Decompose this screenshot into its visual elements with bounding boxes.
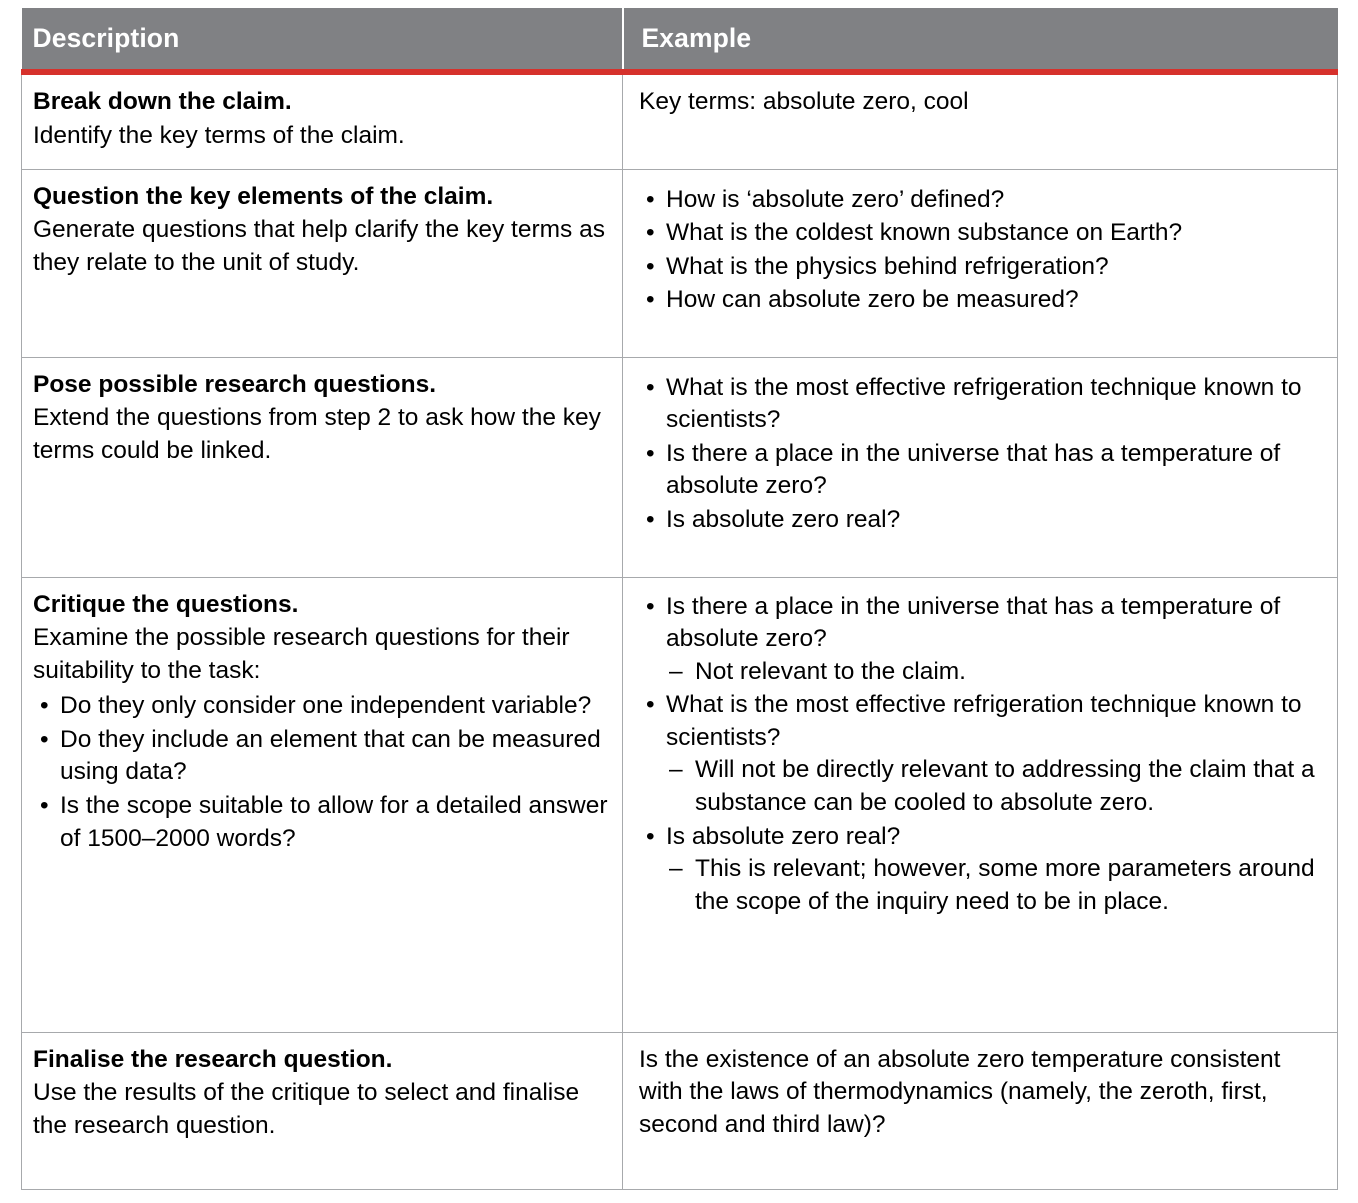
example-cell: • What is the most effective refrigerati… [622, 356, 1338, 578]
list-item-label: What is the most effective refrigeration… [666, 691, 1302, 751]
dash-icon: – [669, 756, 683, 784]
list-subitem-label: Not relevant to the claim. [695, 657, 966, 685]
example-cell: • How is ‘absolute zero’ defined? • What… [622, 168, 1338, 358]
example-subitem-list: – This is relevant; however, some more p… [666, 853, 1321, 918]
bullet-icon: • [646, 439, 655, 467]
list-subitem: – Will not be directly relevant to addre… [666, 754, 1321, 819]
bullet-icon: • [40, 791, 49, 819]
bullet-icon: • [646, 373, 655, 401]
example-paragraph: Key terms: absolute zero, cool [639, 88, 969, 115]
description-cell: Pose possible research questions. Extend… [21, 356, 623, 578]
list-subitem-label: Will not be directly relevant to address… [695, 756, 1315, 816]
table-row: Pose possible research questions. Extend… [21, 356, 1338, 578]
research-question-steps-table: Description Example Break down the claim… [21, 8, 1338, 1190]
bullet-icon: • [646, 822, 655, 850]
list-subitem-label: This is relevant; however, some more par… [695, 855, 1315, 915]
example-bullet-list: • Is there a place in the universe that … [639, 591, 1321, 919]
bullet-icon: • [646, 185, 655, 213]
example-subitem-list: – Will not be directly relevant to addre… [666, 754, 1321, 819]
table-row: Question the key elements of the claim. … [21, 168, 1338, 358]
list-item-label: How can absolute zero be measured? [666, 286, 1079, 314]
list-item: • Do they only consider one independent … [33, 690, 610, 723]
column-header-example: Example [621, 8, 1338, 75]
dash-icon: – [669, 657, 683, 685]
example-paragraph: Is the existence of an absolute zero tem… [639, 1045, 1281, 1138]
dash-icon: – [669, 855, 683, 883]
step-body: Extend the questions from step 2 to ask … [33, 404, 601, 464]
header-row: Description Example [21, 8, 1338, 75]
bullet-icon: • [40, 692, 49, 720]
column-header-description: Description [21, 8, 623, 75]
example-bullet-list: • How is ‘absolute zero’ defined? • What… [639, 184, 1321, 317]
description-bullet-list: • Do they only consider one independent … [33, 690, 610, 855]
list-item-label: Do they include an element that can be m… [60, 725, 601, 786]
bullet-icon: • [40, 725, 49, 753]
description-cell: Question the key elements of the claim. … [21, 168, 623, 358]
step-title: Break down the claim. [33, 88, 292, 115]
list-item: • Is there a place in the universe that … [639, 591, 1321, 689]
description-cell: Break down the claim. Identify the key t… [21, 71, 623, 170]
step-body: Generate questions that help clarify the… [33, 216, 605, 276]
list-item: • What is the coldest known substance on… [639, 217, 1321, 250]
list-item: • Is absolute zero real? – This is relev… [639, 821, 1321, 919]
table-row: Break down the claim. Identify the key t… [21, 71, 1338, 170]
bullet-icon: • [646, 252, 655, 280]
list-subitem: – This is relevant; however, some more p… [666, 853, 1321, 918]
step-title: Pose possible research questions. [33, 370, 437, 398]
example-cell: Key terms: absolute zero, cool [622, 71, 1338, 170]
list-item: • Is absolute zero real? [639, 504, 1321, 537]
bullet-icon: • [646, 219, 655, 247]
list-item: • How is ‘absolute zero’ defined? [639, 184, 1321, 217]
steps-table-container: Description Example Break down the claim… [21, 8, 1338, 1190]
example-cell: Is the existence of an absolute zero tem… [622, 1031, 1338, 1190]
table-body: Break down the claim. Identify the key t… [21, 71, 1338, 1190]
list-item: • What is the physics behind refrigerati… [639, 251, 1321, 284]
step-title: Critique the questions. [33, 590, 299, 618]
example-cell: • Is there a place in the universe that … [622, 576, 1338, 1033]
description-cell: Critique the questions. Examine the poss… [21, 576, 623, 1033]
list-item-label: Is absolute zero real? [666, 505, 901, 533]
example-bullet-list: • What is the most effective refrigerati… [639, 372, 1321, 537]
list-item-label: Is there a place in the universe that ha… [666, 592, 1281, 653]
description-cell: Finalise the research question. Use the … [21, 1031, 623, 1190]
step-body: Identify the key terms of the claim. [33, 121, 405, 149]
table-row: Finalise the research question. Use the … [21, 1031, 1338, 1190]
bullet-icon: • [646, 592, 655, 620]
step-title: Finalise the research question. [33, 1045, 393, 1073]
list-item-label: Do they only consider one independent va… [60, 692, 592, 720]
list-item: • What is the most effective refrigerati… [639, 689, 1321, 819]
list-item: • Is the scope suitable to allow for a d… [33, 790, 610, 855]
list-item-label: What is the most effective refrigeration… [666, 373, 1302, 434]
list-subitem: – Not relevant to the claim. [666, 656, 1321, 689]
list-item-label: How is ‘absolute zero’ defined? [666, 185, 1005, 213]
table-header: Description Example [21, 8, 1338, 75]
example-subitem-list: – Not relevant to the claim. [666, 656, 1321, 689]
list-item-label: Is absolute zero real? [666, 822, 901, 850]
list-item-label: Is the scope suitable to allow for a det… [60, 791, 608, 852]
list-item-label: What is the coldest known substance on E… [666, 219, 1183, 247]
bullet-icon: • [646, 691, 655, 719]
list-item: • Is there a place in the universe that … [639, 438, 1321, 503]
step-body: Use the results of the critique to selec… [33, 1079, 580, 1139]
list-item: • Do they include an element that can be… [33, 724, 610, 789]
list-item-label: What is the physics behind refrigeration… [666, 252, 1109, 280]
bullet-icon: • [646, 505, 655, 533]
list-item: • How can absolute zero be measured? [639, 284, 1321, 317]
list-item: • What is the most effective refrigerati… [639, 372, 1321, 437]
list-item-label: Is there a place in the universe that ha… [666, 439, 1281, 500]
table-row: Critique the questions. Examine the poss… [21, 576, 1338, 1033]
step-title: Question the key elements of the claim. [33, 182, 494, 210]
bullet-icon: • [646, 286, 655, 314]
step-body: Examine the possible research questions … [33, 624, 570, 684]
